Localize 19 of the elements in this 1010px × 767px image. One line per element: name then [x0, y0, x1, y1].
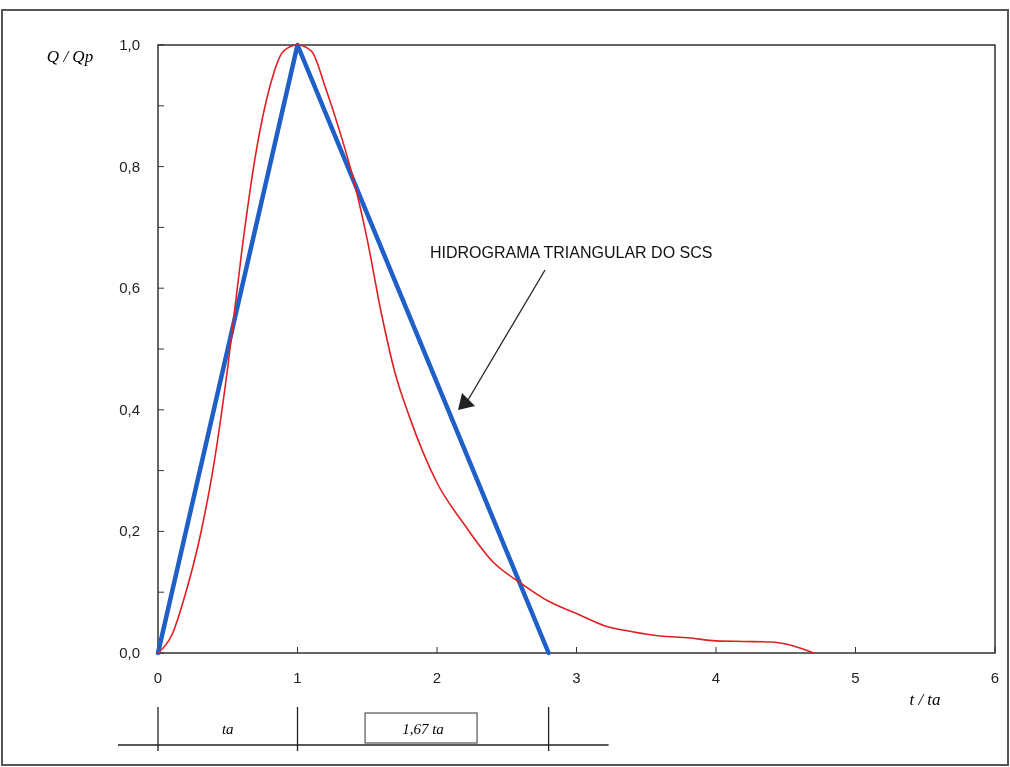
y-tick-label: 0,0: [119, 644, 140, 661]
y-tick-label: 0,8: [119, 157, 140, 175]
x-tick-label: 1: [293, 669, 302, 686]
x-tick-label: 5: [851, 669, 860, 686]
text: ta: [221, 721, 234, 737]
x-tick-label: 2: [432, 669, 442, 686]
y-tick-label: 0,6: [119, 279, 140, 297]
x-tick-label: 6: [990, 669, 1000, 686]
line-series: [157, 44, 815, 654]
y-tick-label: 0,2: [119, 522, 140, 540]
annotation: HIDROGRAMA TRIANGULAR DO SCS: [430, 244, 713, 261]
x-tick-label: 0: [153, 669, 163, 686]
x-tick-label: 4: [711, 669, 721, 686]
y-axis-title: Q / Qp: [46, 47, 94, 66]
y-tick-label: 1,0: [119, 36, 140, 53]
x-tick-label: 3: [572, 669, 581, 686]
text: 1,67 ta: [402, 721, 444, 737]
y-tick-label: 0,4: [119, 400, 140, 418]
x-axis-title: t / ta: [909, 690, 941, 709]
